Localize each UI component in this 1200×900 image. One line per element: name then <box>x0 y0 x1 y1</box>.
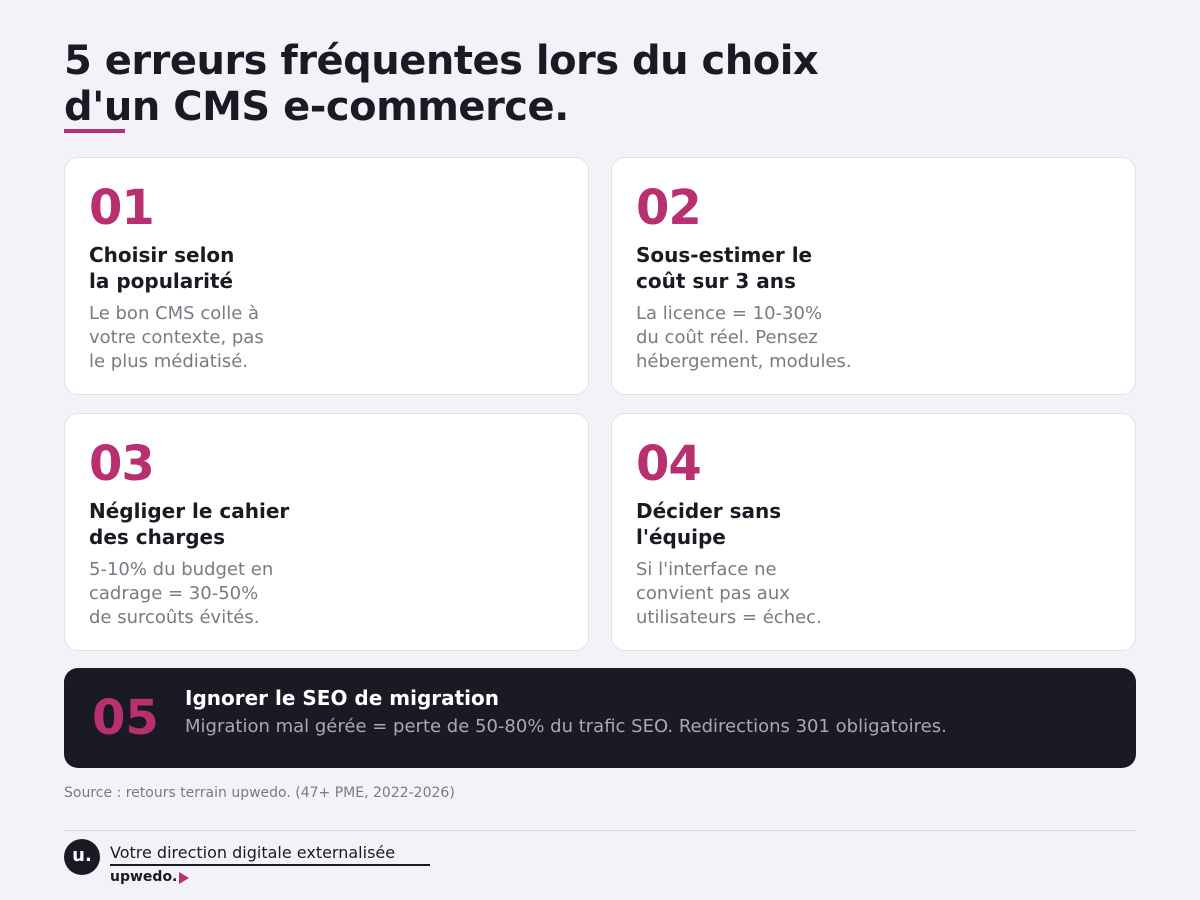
logo: u. <box>64 839 100 875</box>
card-body-line: hébergement, modules. <box>636 351 852 372</box>
card-body-line: 5-10% du budget en <box>89 559 274 580</box>
card-number: 01 <box>89 180 155 236</box>
card-title: Ignorer le SEO de migration <box>185 686 500 710</box>
card: 04 Décider sans l'équipe Si l'interface ne c… <box>611 413 1136 651</box>
card-title-line: coût sur 3 ans <box>636 269 796 293</box>
card: 03 Négliger le cahier des charges 5-10% du … <box>64 413 589 651</box>
highlight-card: 05 Ignorer le SEO de migration Migration… <box>64 668 1136 768</box>
brand-arrow <box>179 872 189 884</box>
card-body-line: utilisateurs = échec. <box>636 607 822 628</box>
card-body-line: convient pas aux <box>636 583 790 604</box>
card-number: 03 <box>89 436 155 492</box>
title-line: 5 erreurs fréquentes lors du choix <box>64 38 819 84</box>
card-body-line: Si l'interface ne <box>636 559 777 580</box>
card-body-line: le plus médiatisé. <box>89 351 249 372</box>
card-body: Le bon CMS colle à votre contexte, pas le … <box>89 302 264 374</box>
card-body-line: La licence = 10-30% <box>636 303 823 324</box>
title: 5 erreurs fréquentes lors du choix d'un C… <box>64 38 819 130</box>
card: 01 Choisir selon la popularité Le bon CMS c… <box>64 157 589 395</box>
card-title-line: l'équipe <box>636 525 726 549</box>
card-body: Si l'interface ne convient pas aux utilisa… <box>636 558 822 630</box>
card-title-line: Choisir selon <box>89 243 235 267</box>
title-line: d'un CMS e-commerce. <box>64 84 569 130</box>
card-body-line: de surcoûts évités. <box>89 607 260 628</box>
card-body: Migration mal gérée = perte de 50-80% du… <box>185 716 947 737</box>
card-number: 05 <box>92 690 159 746</box>
card-title: Négliger le cahier des charges <box>89 498 289 550</box>
card-number: 04 <box>636 436 702 492</box>
card-title-line: Sous-estimer le <box>636 243 813 267</box>
source: Source : retours terrain upwedo. (47+ PM… <box>64 785 455 801</box>
card-body-line: du coût réel. Pensez <box>636 327 818 348</box>
card-title-line: Décider sans <box>636 499 782 523</box>
card-body-line: Le bon CMS colle à <box>89 303 260 324</box>
card-title-line: des charges <box>89 525 225 549</box>
card-title: Décider sans l'équipe <box>636 498 781 550</box>
card-body-line: votre contexte, pas <box>89 327 264 348</box>
card-title-line: la popularité <box>89 269 234 293</box>
card-number: 02 <box>636 180 702 236</box>
card-title: Choisir selon la popularité <box>89 242 234 294</box>
card-body-line: cadrage = 30-50% <box>89 583 259 604</box>
card-body: 5-10% du budget en cadrage = 30-50% de sur… <box>89 558 273 630</box>
tagline[interactable]: Votre direction digitale externalisée <box>110 843 430 866</box>
brand: upwedo. <box>110 869 178 885</box>
title-underline <box>64 129 125 133</box>
card-body: La licence = 10-30% du coût réel. Pensez h… <box>636 302 852 374</box>
divider <box>64 830 1136 831</box>
card: 02 Sous-estimer le coût sur 3 ans La licenc… <box>611 157 1136 395</box>
card-title: Sous-estimer le coût sur 3 ans <box>636 242 812 294</box>
card-title-line: Négliger le cahier <box>89 499 290 523</box>
